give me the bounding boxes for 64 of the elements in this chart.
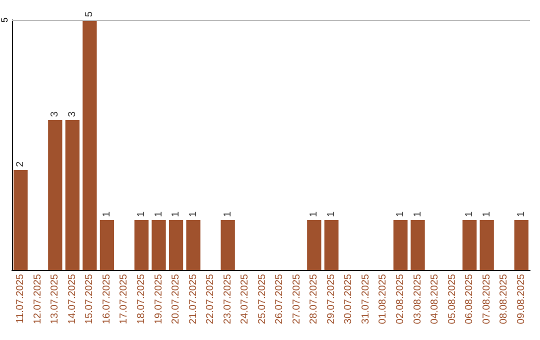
x-tick-label: 07.08.2025 [481,274,492,324]
x-tick-label: 20.07.2025 [170,274,182,324]
bar [168,220,184,270]
bar [152,220,166,270]
x-tick-label: 22.07.2025 [205,274,216,324]
data-label: 3 [50,111,61,117]
x-tick-label: 15.07.2025 [84,274,96,324]
data-label: 1 [412,211,424,217]
data-label: 1 [308,211,320,217]
bar [65,120,80,270]
bar [48,120,62,270]
data-label: 1 [101,211,112,217]
bar [82,20,97,270]
x-tick-label: 06.08.2025 [464,274,476,324]
data-label: 1 [516,211,527,217]
bar [393,220,408,270]
x-tick-label: 27.07.2025 [291,274,302,324]
data-label: 1 [481,211,492,217]
bar [480,220,494,270]
bar [14,170,28,270]
x-tick-label: 16.07.2025 [101,274,112,324]
x-tick-label: 12.07.2025 [32,274,44,324]
data-label: 1 [222,211,234,217]
x-tick-label: 24.07.2025 [240,274,251,324]
data-label: 1 [326,211,337,217]
data-label: 1 [188,211,199,217]
x-tick-label: 25.07.2025 [256,274,268,324]
x-tick-label: 28.07.2025 [308,274,320,324]
x-tick-label: 13.07.2025 [50,274,61,324]
x-tick-label: 14.07.2025 [66,274,78,324]
data-label: 1 [170,211,182,217]
x-tick-label: 11.07.2025 [15,274,26,324]
x-tick-label: 29.07.2025 [326,274,337,324]
bar [324,220,339,270]
bar [134,220,149,270]
x-tick-label: 03.08.2025 [412,274,424,324]
x-tick-label: 17.07.2025 [118,274,130,324]
x-tick-label: 09.08.2025 [516,274,527,324]
data-label: 2 [15,161,26,167]
x-tick-label: 05.08.2025 [446,274,458,324]
bar [100,220,114,270]
x-tick-label: 01.08.2025 [378,274,389,324]
x-tick-label: 18.07.2025 [136,274,147,324]
bar [220,220,235,270]
data-label: 1 [464,211,476,217]
x-tick-label: 08.08.2025 [498,274,510,324]
x-tick-label: 23.07.2025 [222,274,234,324]
bar [514,220,528,270]
x-tick-label: 30.07.2025 [343,274,354,324]
x-tick-label: 31.07.2025 [360,274,372,324]
data-label: 1 [153,211,164,217]
x-tick-label: 26.07.2025 [274,274,286,324]
data-label: 1 [136,211,147,217]
bar [410,220,425,270]
x-tick-label: 04.08.2025 [430,274,441,324]
x-tick-label: 19.07.2025 [153,274,164,324]
data-label: 1 [395,211,406,217]
bar [186,220,200,270]
bar [307,220,322,270]
data-label: 3 [66,111,78,117]
x-tick-label: 21.07.2025 [188,274,199,324]
data-label: 5 [84,11,96,17]
bar [462,220,477,270]
x-tick-label: 02.08.2025 [395,274,406,324]
